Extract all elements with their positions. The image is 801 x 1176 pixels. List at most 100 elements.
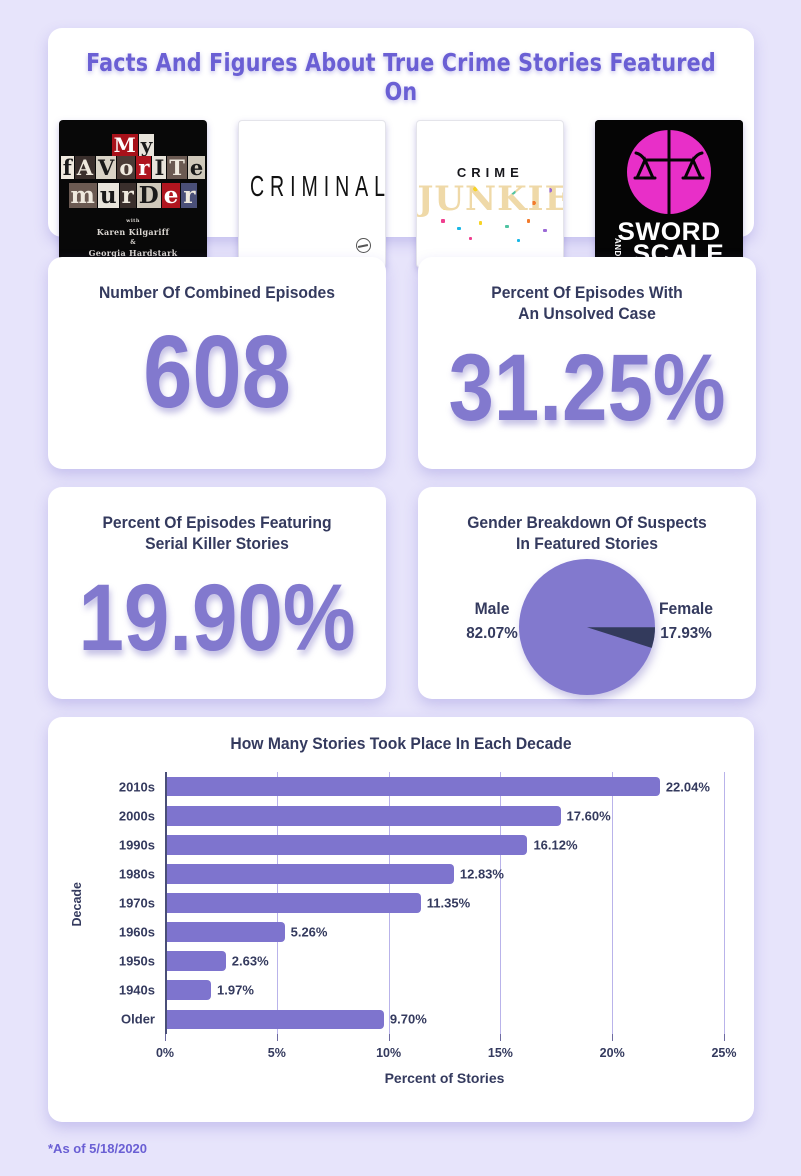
chart-value-label: 22.04% bbox=[665, 779, 710, 795]
chart-x-tick-label: 0% bbox=[155, 1046, 175, 1060]
header-card: Facts And Figures About True Crime Stori… bbox=[48, 28, 754, 268]
chart-value-label: 5.26% bbox=[290, 924, 328, 940]
stat-card-serial-killer: Percent Of Episodes Featuring Serial Kil… bbox=[48, 487, 386, 699]
card-title: Number Of Combined Episodes bbox=[98, 284, 336, 302]
stat-card-combined-episodes: Number Of Combined Episodes 608 bbox=[48, 257, 386, 469]
confetti-dot bbox=[441, 219, 446, 223]
chart-title: How Many Stories Took Place In Each Deca… bbox=[230, 735, 572, 753]
stat-card-unsolved-case: Percent Of Episodes With An Unsolved Cas… bbox=[418, 257, 756, 469]
card-title: Percent Of Episodes Featuring Serial Kil… bbox=[56, 487, 377, 555]
chart-bar bbox=[167, 776, 660, 797]
chart-category-label: 1940s bbox=[118, 982, 155, 998]
chart-category-label: 1970s bbox=[118, 895, 155, 911]
chart-bar-row: 1980s 12.83% bbox=[119, 863, 724, 884]
chart-bar-row: 2000s 17.60% bbox=[119, 805, 724, 826]
chart-value-label: 17.60% bbox=[566, 808, 611, 824]
chart-x-tick bbox=[388, 1034, 390, 1041]
logo-sword-and-scale: SWORD SCALE AND bbox=[594, 120, 743, 268]
chart-y-axis-line bbox=[165, 772, 167, 1034]
footnote: *As of 5/18/2020 bbox=[48, 1141, 148, 1156]
chart-value-label: 16.12% bbox=[533, 837, 578, 853]
chart-bar-row: Older 9.70% bbox=[121, 1009, 724, 1030]
mfm-credit-with: with bbox=[126, 218, 140, 224]
chart-value-label: 9.70% bbox=[389, 1011, 427, 1027]
logo-crime-junkie: CRIME JUNKIE JUNKIE bbox=[416, 120, 565, 268]
crime-junkie-line2: JUNKIE bbox=[417, 179, 565, 219]
mfm-credit-host1: Karen Kilgariff bbox=[96, 227, 170, 237]
chart-value-label: 1.97% bbox=[217, 982, 254, 998]
confetti-dot bbox=[505, 225, 510, 228]
chart-category-label: 2010s bbox=[118, 779, 155, 795]
chart-bar-row: 1970s 11.35% bbox=[119, 893, 724, 913]
sword-scale-line1: SWORD bbox=[617, 218, 721, 246]
card-title-line2: In Featured Stories bbox=[516, 535, 658, 554]
chart-bar bbox=[167, 922, 285, 942]
pie-label-male-value: 82.07% bbox=[466, 624, 518, 642]
stat-value-unsolved-case: 31.25% bbox=[448, 335, 726, 442]
chart-bar bbox=[167, 1009, 384, 1030]
pie-label-female: Female 17.93% bbox=[640, 597, 731, 646]
chart-plot-area: 0% 5% 10% 15% 20% 25% 2010s 22.04% 2000s 17.60% 19… bbox=[119, 772, 737, 1060]
chart-x-tick bbox=[724, 1034, 725, 1041]
chart-body: Decade 0% 5% 10% 15% 20% 25% 2010s 22.04% 2000s 1… bbox=[48, 762, 754, 1092]
chart-y-axis-label: Decade bbox=[70, 882, 84, 927]
chart-bar-row: 2010s 22.04% bbox=[119, 776, 724, 797]
confetti-dot bbox=[457, 227, 462, 230]
chart-bar-row: 1960s 5.26% bbox=[119, 922, 724, 942]
chart-gridline bbox=[724, 772, 725, 1034]
chart-value-label: 12.83% bbox=[459, 866, 504, 882]
stat-card-gender-breakdown: Gender Breakdown Of Suspects In Featured… bbox=[418, 487, 756, 699]
chart-category-label: 1950s bbox=[118, 953, 155, 969]
chart-value-label: 2.63% bbox=[231, 953, 269, 969]
card-title: Gender Breakdown Of Suspects In Featured… bbox=[426, 487, 747, 555]
pie-circle bbox=[519, 559, 655, 696]
chart-x-tick bbox=[165, 1034, 166, 1041]
pie-label-male: Male 82.07% bbox=[448, 597, 535, 646]
chart-x-tick-label: 25% bbox=[711, 1046, 737, 1060]
card-title-line1: Gender Breakdown Of Suspects bbox=[467, 514, 707, 532]
pie-label-female-name: Female bbox=[658, 600, 714, 619]
logo-criminal: CRIMINAL bbox=[237, 120, 386, 268]
stat-value-combined-episodes: 608 bbox=[143, 314, 291, 430]
chart-value-label: 11.35% bbox=[426, 895, 471, 911]
chart-category-label: 1990s bbox=[118, 837, 155, 853]
criminal-wordmark: CRIMINAL bbox=[249, 169, 386, 203]
card-title-line2: Serial Killer Stories bbox=[145, 535, 289, 554]
gender-pie-chart: Male 82.07% Female 17.93% bbox=[418, 559, 756, 707]
confetti-dot bbox=[543, 229, 548, 232]
chart-bar bbox=[167, 834, 528, 855]
card-title-line1: Percent Of Episodes With bbox=[491, 284, 683, 302]
sword-blade bbox=[667, 126, 671, 218]
confetti-dot bbox=[469, 237, 473, 240]
pie-label-female-value: 17.93% bbox=[660, 624, 712, 642]
mfm-credit-amp: & bbox=[130, 239, 136, 246]
stat-value-serial-killer: 19.90% bbox=[78, 565, 356, 672]
chart-bar bbox=[167, 805, 561, 826]
chart-bar-row: 1950s 2.63% bbox=[119, 951, 724, 972]
chart-x-tick bbox=[612, 1034, 614, 1041]
bar-chart-card: How Many Stories Took Place In Each Deca… bbox=[48, 717, 754, 1122]
chart-x-tick-label: 15% bbox=[487, 1046, 513, 1060]
chart-bar-row: 1940s 1.97% bbox=[119, 980, 724, 1001]
crime-junkie-line1: CRIME bbox=[456, 165, 524, 180]
card-title-line2: An Unsolved Case bbox=[518, 305, 656, 324]
confetti-dot bbox=[527, 219, 531, 223]
chart-bar-row: 1990s 16.12% bbox=[119, 834, 724, 855]
criminal-badge-icon bbox=[355, 238, 371, 253]
chart-x-tick-label: 5% bbox=[267, 1046, 286, 1060]
sword-scale-and: AND bbox=[612, 238, 622, 257]
chart-gridline bbox=[612, 772, 614, 1034]
chart-x-tick bbox=[276, 1034, 278, 1041]
chart-x-axis-label: Percent of Stories bbox=[384, 1070, 505, 1086]
chart-category-label: Older bbox=[121, 1011, 155, 1027]
chart-x-tick-label: 10% bbox=[376, 1046, 402, 1060]
chart-x-tick-label: 20% bbox=[599, 1046, 625, 1060]
chart-category-label: 1980s bbox=[118, 866, 155, 882]
chart-category-label: 2000s bbox=[118, 808, 155, 824]
